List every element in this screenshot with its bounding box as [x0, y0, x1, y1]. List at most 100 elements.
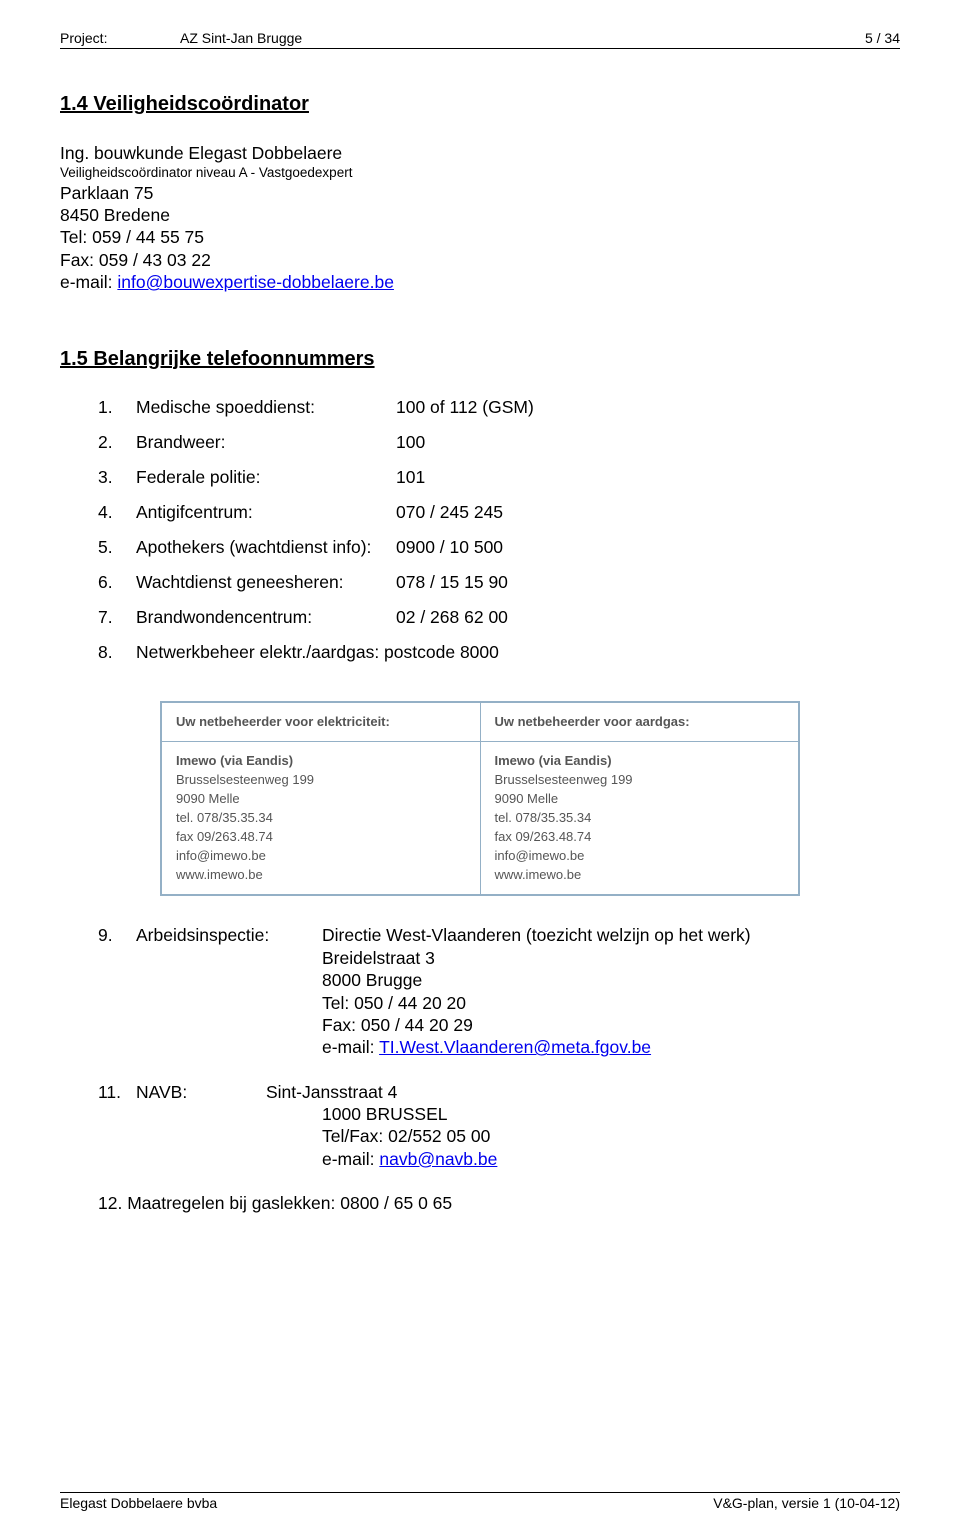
list-item: 5. Apothekers (wachtdienst info): 0900 /…	[60, 537, 900, 558]
net-left-name: Imewo (via Eandis)	[176, 753, 293, 768]
list-num: 8.	[60, 642, 136, 663]
footer-row: Elegast Dobbelaere bvba V&G-plan, versie…	[60, 1495, 900, 1511]
item-9-email-label: e-mail:	[322, 1037, 379, 1057]
item-11-l2: 1000 BRUSSEL	[322, 1103, 900, 1125]
page: Project: AZ Sint-Jan Brugge 5 / 34 1.4 V…	[0, 0, 960, 1537]
section-1-5-title: 1.5 Belangrijke telefoonnummers	[60, 348, 900, 371]
item-9-l2: Breidelstraat 3	[322, 947, 900, 969]
item-11: 11. NAVB: Sint-Jansstraat 4 1000 BRUSSEL…	[60, 1081, 900, 1171]
net-right-tel: tel. 078/35.35.34	[495, 810, 592, 825]
netbeheerder-table: Uw netbeheerder voor elektriciteit: Uw n…	[160, 701, 800, 897]
item-12-text: 12. Maatregelen bij gaslekken: 0800 / 65…	[98, 1193, 452, 1213]
list-label: Antigifcentrum:	[136, 502, 396, 523]
list-value: 100 of 112 (GSM)	[396, 397, 534, 418]
list-label: Federale politie:	[136, 467, 396, 488]
list-num: 3.	[60, 467, 136, 488]
project-value: AZ Sint-Jan Brugge	[180, 30, 302, 46]
header-left: Project: AZ Sint-Jan Brugge	[60, 30, 302, 46]
net-cell-left: Imewo (via Eandis) Brusselsesteenweg 199…	[161, 742, 480, 895]
list-value: 070 / 245 245	[396, 502, 503, 523]
item-9-l6: e-mail: TI.West.Vlaanderen@meta.fgov.be	[322, 1036, 900, 1058]
phone-list: 1. Medische spoeddienst: 100 of 112 (GSM…	[60, 397, 900, 663]
list-label: Wachtdienst geneesheren:	[136, 572, 396, 593]
list-item: 4. Antigifcentrum: 070 / 245 245	[60, 502, 900, 523]
item-12: 12. Maatregelen bij gaslekken: 0800 / 65…	[60, 1192, 900, 1214]
list-label: Brandweer:	[136, 432, 396, 453]
list-value: 0900 / 10 500	[396, 537, 503, 558]
list-item: 6. Wachtdienst geneesheren: 078 / 15 15 …	[60, 572, 900, 593]
net-right-addr1: Brusselsesteenweg 199	[495, 772, 633, 787]
page-footer: Elegast Dobbelaere bvba V&G-plan, versie…	[60, 1492, 900, 1511]
net-right-addr2: 9090 Melle	[495, 791, 559, 806]
net-cell-right: Imewo (via Eandis) Brusselsesteenweg 199…	[480, 742, 799, 895]
item-9-label: Arbeidsinspectie:	[136, 924, 322, 946]
list-num: 7.	[60, 607, 136, 628]
net-left-addr1: Brusselsesteenweg 199	[176, 772, 314, 787]
footer-divider	[60, 1492, 900, 1493]
coordinator-name: Ing. bouwkunde Elegast Dobbelaere	[60, 142, 900, 164]
coordinator-email-link[interactable]: info@bouwexpertise-dobbelaere.be	[117, 272, 394, 292]
section-1-4-title: 1.4 Veiligheidscoördinator	[60, 93, 900, 116]
item-11-email-link[interactable]: navb@navb.be	[379, 1149, 497, 1169]
item-9-body: Breidelstraat 3 8000 Brugge Tel: 050 / 4…	[322, 947, 900, 1059]
item-11-l1: Sint-Jansstraat 4	[266, 1081, 397, 1103]
net-head-right: Uw netbeheerder voor aardgas:	[480, 702, 799, 742]
coordinator-email-label: e-mail:	[60, 272, 117, 292]
coordinator-addr2: 8450 Bredene	[60, 204, 900, 226]
item-9-head: 9. Arbeidsinspectie: Directie West-Vlaan…	[60, 924, 900, 946]
item-11-body: 1000 BRUSSEL Tel/Fax: 02/552 05 00 e-mai…	[322, 1103, 900, 1170]
item-9-email-link[interactable]: TI.West.Vlaanderen@meta.fgov.be	[379, 1037, 651, 1057]
coordinator-fax: Fax: 059 / 43 03 22	[60, 249, 900, 271]
list-num: 4.	[60, 502, 136, 523]
net-right-name: Imewo (via Eandis)	[495, 753, 612, 768]
item-9-l3: 8000 Brugge	[322, 969, 900, 991]
item-11-l4: e-mail: navb@navb.be	[322, 1148, 900, 1170]
item-9-num: 9.	[60, 924, 136, 946]
list-item: 2. Brandweer: 100	[60, 432, 900, 453]
item-11-num: 11.	[60, 1081, 136, 1103]
list-value: 02 / 268 62 00	[396, 607, 508, 628]
list-item: 1. Medische spoeddienst: 100 of 112 (GSM…	[60, 397, 900, 418]
net-left-web: www.imewo.be	[176, 867, 263, 882]
coordinator-tel: Tel: 059 / 44 55 75	[60, 226, 900, 248]
coordinator-email-row: e-mail: info@bouwexpertise-dobbelaere.be	[60, 271, 900, 293]
page-number: 5 / 34	[865, 30, 900, 46]
list-num: 2.	[60, 432, 136, 453]
footer-left: Elegast Dobbelaere bvba	[60, 1495, 217, 1511]
net-right-email: info@imewo.be	[495, 848, 585, 863]
item-9-l4: Tel: 050 / 44 20 20	[322, 992, 900, 1014]
list-label: Medische spoeddienst:	[136, 397, 396, 418]
coordinator-subtitle: Veiligheidscoördinator niveau A - Vastgo…	[60, 164, 900, 181]
list-item: 7. Brandwondencentrum: 02 / 268 62 00	[60, 607, 900, 628]
net-left-addr2: 9090 Melle	[176, 791, 240, 806]
list-num: 5.	[60, 537, 136, 558]
list-num: 1.	[60, 397, 136, 418]
item-9-l5: Fax: 050 / 44 20 29	[322, 1014, 900, 1036]
coordinator-addr1: Parklaan 75	[60, 182, 900, 204]
net-right-web: www.imewo.be	[495, 867, 582, 882]
item-11-l3: Tel/Fax: 02/552 05 00	[322, 1125, 900, 1147]
item-9-l1: Directie West-Vlaanderen (toezicht welzi…	[322, 924, 751, 946]
coordinator-block: Ing. bouwkunde Elegast Dobbelaere Veilig…	[60, 142, 900, 294]
net-right-fax: fax 09/263.48.74	[495, 829, 592, 844]
list-item: 8. Netwerkbeheer elektr./aardgas: postco…	[60, 642, 900, 663]
list-value: 101	[396, 467, 425, 488]
table-row: Uw netbeheerder voor elektriciteit: Uw n…	[161, 702, 799, 742]
item-11-email-label: e-mail:	[322, 1149, 379, 1169]
list-label: Apothekers (wachtdienst info):	[136, 537, 396, 558]
net-head-left: Uw netbeheerder voor elektriciteit:	[161, 702, 480, 742]
list-label: Brandwondencentrum:	[136, 607, 396, 628]
list-value: 078 / 15 15 90	[396, 572, 508, 593]
page-header: Project: AZ Sint-Jan Brugge 5 / 34	[60, 30, 900, 49]
net-left-fax: fax 09/263.48.74	[176, 829, 273, 844]
list-item: 3. Federale politie: 101	[60, 467, 900, 488]
net-left-email: info@imewo.be	[176, 848, 266, 863]
item-11-head: 11. NAVB: Sint-Jansstraat 4	[60, 1081, 900, 1103]
project-label: Project:	[60, 30, 180, 46]
list-value: 100	[396, 432, 425, 453]
list-label: Netwerkbeheer elektr./aardgas: postcode …	[136, 642, 499, 663]
item-11-label: NAVB:	[136, 1081, 266, 1103]
net-left-tel: tel. 078/35.35.34	[176, 810, 273, 825]
footer-right: V&G-plan, versie 1 (10-04-12)	[713, 1495, 900, 1511]
item-9: 9. Arbeidsinspectie: Directie West-Vlaan…	[60, 924, 900, 1058]
